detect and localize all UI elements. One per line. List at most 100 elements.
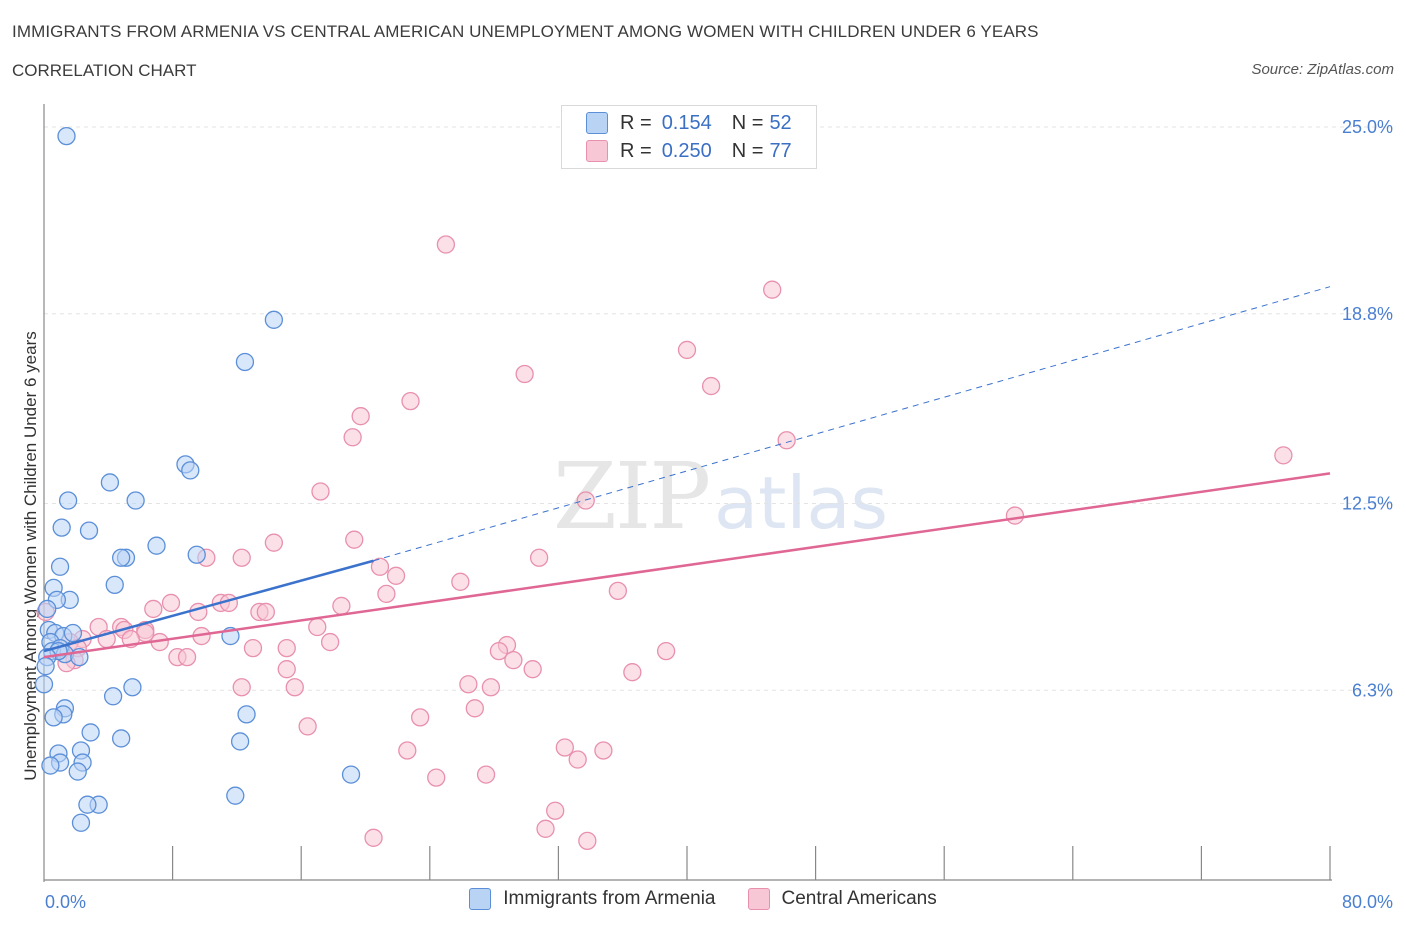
armenia-point xyxy=(112,548,131,567)
trend-lines xyxy=(43,286,1331,659)
armenia-point xyxy=(105,575,124,594)
armenia-point xyxy=(34,675,54,694)
armenia-point xyxy=(187,545,206,564)
armenia-trend-line xyxy=(43,559,374,653)
central-americans-point xyxy=(656,641,676,661)
legend-item-central-americans: Central Americans xyxy=(747,888,937,910)
central-americans-point xyxy=(285,678,304,697)
armenia-point xyxy=(264,310,284,329)
central-americans-point xyxy=(763,280,782,299)
armenia-point xyxy=(44,708,63,727)
watermark: ZIP atlas xyxy=(553,443,888,550)
armenia-point xyxy=(58,491,78,510)
y-axis-title: Unemployment Among Women with Children U… xyxy=(21,331,40,780)
central-americans-point xyxy=(298,717,317,736)
correlation-legend: R = 0.154 N = 52 R = 0.250 N = 77 xyxy=(561,105,817,169)
armenia-point xyxy=(341,765,361,784)
armenia-swatch xyxy=(586,112,608,134)
r-value: 0.250 xyxy=(661,139,712,162)
central-americans-point xyxy=(578,831,597,850)
central-americans-point xyxy=(398,741,417,760)
armenia-point xyxy=(38,599,57,619)
central-americans-point xyxy=(386,566,406,585)
armenia-point xyxy=(100,473,120,492)
central-americans-point xyxy=(677,340,697,360)
armenia-point xyxy=(147,536,166,555)
r-label: R = xyxy=(620,111,652,134)
legend-label: Central Americans xyxy=(781,888,937,909)
x-tick-label: 0.0% xyxy=(45,892,86,912)
central-americans-swatch xyxy=(747,888,770,910)
central-americans-point xyxy=(576,491,595,510)
armenia-point xyxy=(123,678,142,697)
svg-text:atlas: atlas xyxy=(714,461,888,545)
central-americans-point xyxy=(370,557,390,576)
armenia-point xyxy=(103,687,123,706)
central-americans-point xyxy=(377,584,396,604)
legend-row-armenia: R = 0.154 N = 52 xyxy=(586,109,792,137)
central-americans-point xyxy=(555,738,574,757)
central-americans-point xyxy=(364,828,383,847)
central-americans-point xyxy=(608,581,628,601)
armenia-swatch xyxy=(469,888,492,910)
central-americans-swatch xyxy=(586,140,608,162)
central-americans-point xyxy=(1005,506,1025,525)
svg-text:ZIP: ZIP xyxy=(553,443,709,550)
x-tick-label: 80.0% xyxy=(1342,892,1393,912)
y-tick-label: 18.8% xyxy=(1342,304,1393,324)
x-axis-tick-labels: 0.0% 80.0% xyxy=(45,892,1393,912)
armenia-point xyxy=(41,756,60,775)
central-americans-point xyxy=(436,235,456,254)
armenia-point xyxy=(226,786,245,805)
armenia-point xyxy=(68,762,87,781)
n-label: N = xyxy=(731,111,764,134)
central-americans-point xyxy=(232,678,251,697)
central-americans-point xyxy=(243,638,263,658)
central-americans-point xyxy=(177,647,197,667)
central-americans-point xyxy=(481,678,501,697)
armenia-point xyxy=(112,729,131,748)
central-americans-point xyxy=(351,407,370,426)
central-americans-point xyxy=(459,675,478,694)
armenia-point xyxy=(78,795,97,814)
armenia-trend-line xyxy=(373,286,1331,562)
central-americans-point xyxy=(476,765,496,784)
central-americans-point xyxy=(411,708,430,727)
central-americans-point xyxy=(320,632,340,652)
n-value: 77 xyxy=(769,139,792,162)
central-americans-point xyxy=(523,660,542,679)
legend-label: Immigrants from Armenia xyxy=(503,888,716,909)
central-americans-point xyxy=(777,431,796,450)
armenia-point xyxy=(81,723,100,742)
armenia-point xyxy=(237,705,256,724)
central-americans-point xyxy=(623,663,642,682)
central-americans-point xyxy=(465,699,484,718)
r-value: 0.154 xyxy=(661,111,712,134)
n-label: N = xyxy=(731,139,764,162)
series-legend: Immigrants from Armenia Central American… xyxy=(0,888,1406,910)
armenia-point xyxy=(36,657,55,676)
central-americans-point xyxy=(1274,446,1293,465)
axes xyxy=(43,104,1332,882)
armenia-point xyxy=(181,461,200,480)
x-axis-ticks xyxy=(172,846,1331,880)
armenia-point xyxy=(63,623,83,643)
central-americans-point xyxy=(504,650,523,670)
legend-row-central-americans: R = 0.250 N = 77 xyxy=(586,137,792,165)
armenia-point xyxy=(235,352,255,372)
central-americans-point xyxy=(232,548,251,567)
n-value: 52 xyxy=(769,111,792,134)
central-americans-point xyxy=(451,572,470,591)
central-americans-point xyxy=(277,638,296,658)
central-americans-point xyxy=(515,364,534,384)
y-tick-label: 12.5% xyxy=(1342,494,1393,514)
central-americans-point xyxy=(332,596,351,616)
central-americans-point xyxy=(401,391,420,411)
y-tick-label: 6.3% xyxy=(1352,680,1393,700)
central-americans-point xyxy=(144,599,163,619)
armenia-point xyxy=(71,813,91,832)
central-americans-point xyxy=(345,530,364,549)
central-americans-point xyxy=(568,750,587,769)
y-tick-label: 25.0% xyxy=(1342,117,1393,137)
armenia-points xyxy=(34,126,361,832)
